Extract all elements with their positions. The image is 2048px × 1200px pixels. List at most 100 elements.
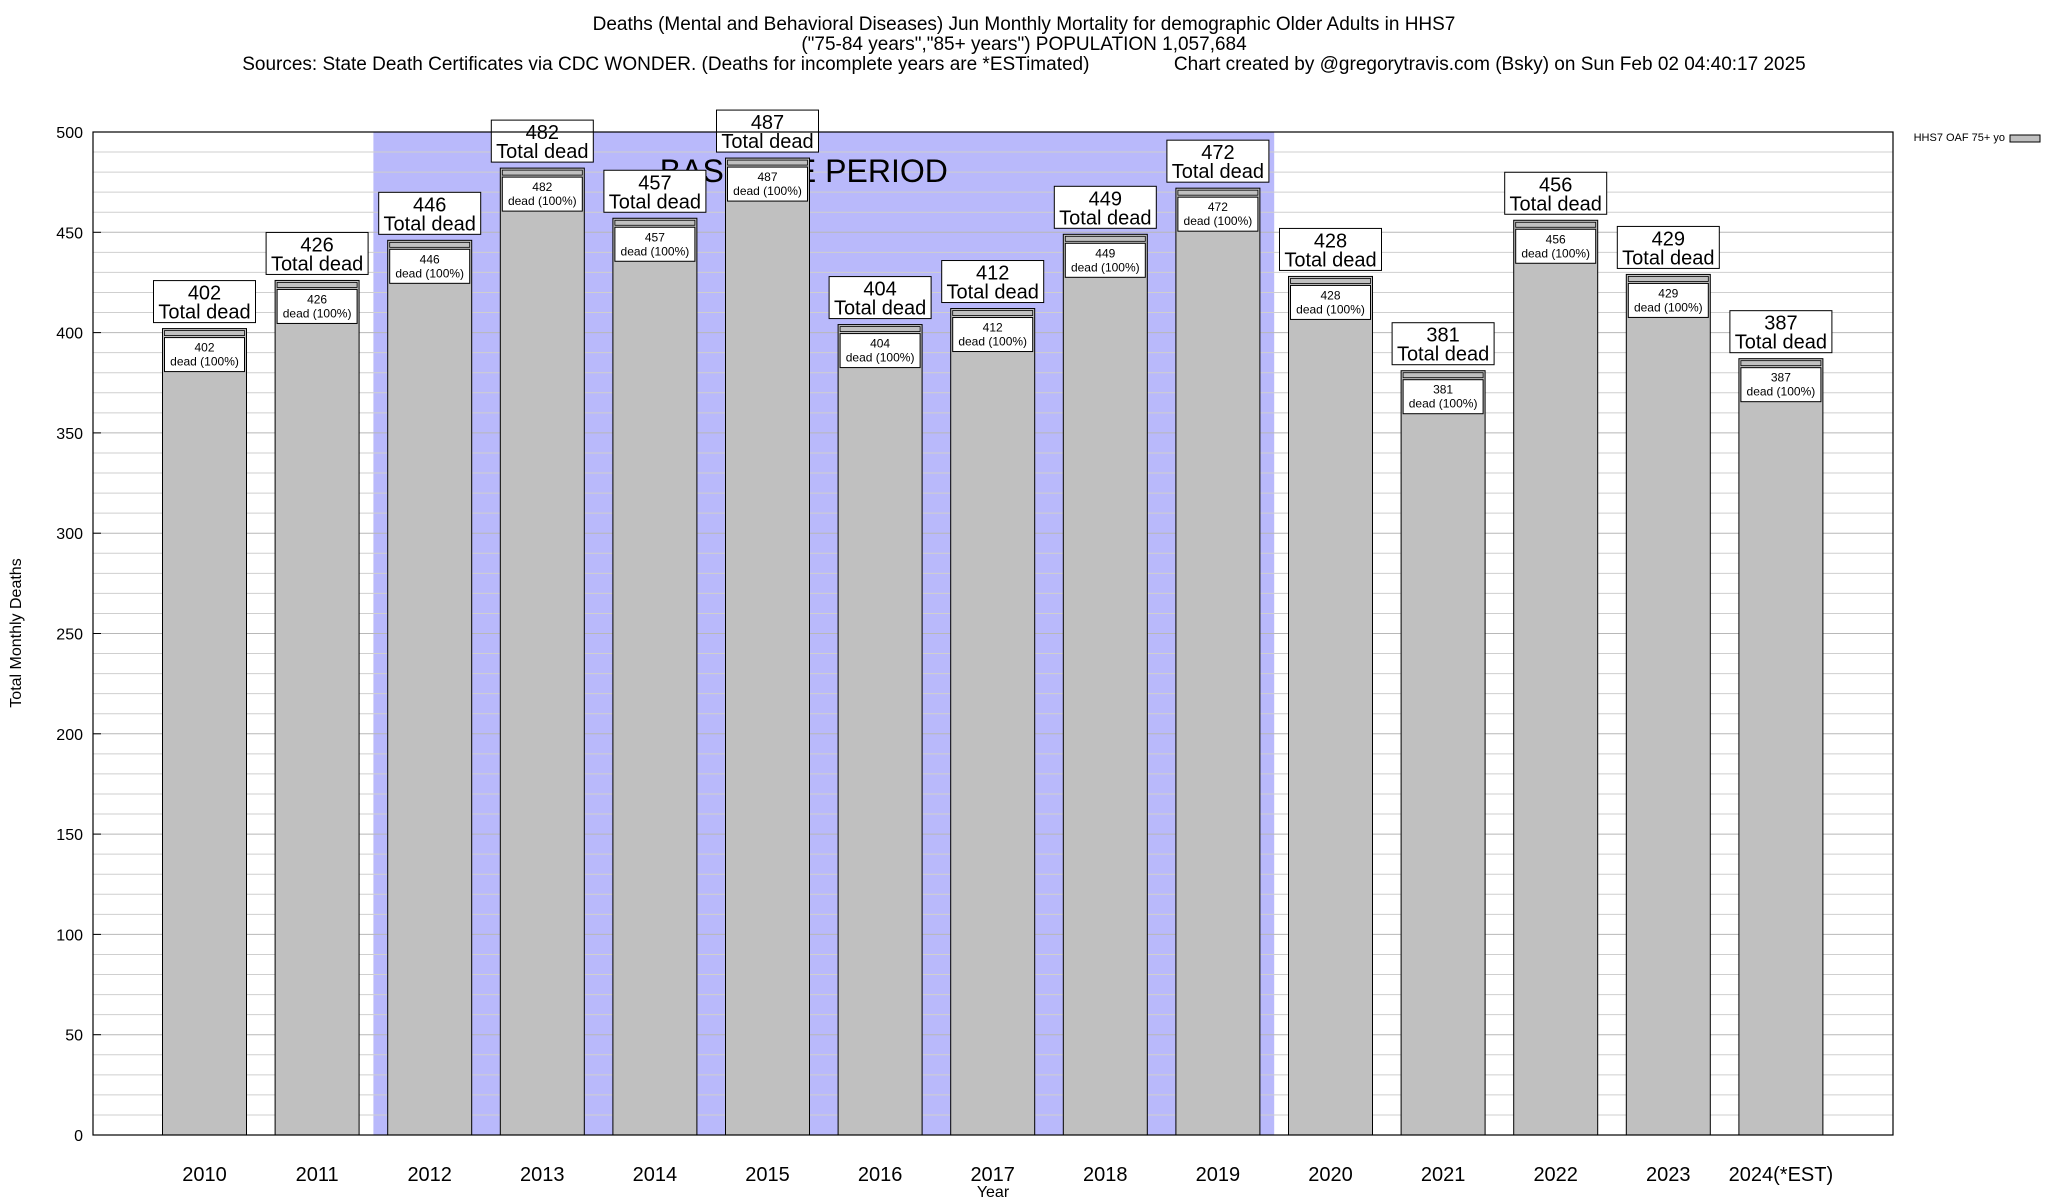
total-label-box xyxy=(1729,310,1833,354)
segment-label-box xyxy=(1740,367,1822,403)
credit-note: Chart created by @gregorytravis.com (Bsk… xyxy=(1173,54,1806,75)
y-tick-label: 400 xyxy=(56,326,83,343)
bar-2013 xyxy=(499,167,585,1136)
legend-swatch xyxy=(2009,134,2041,143)
total-label-box xyxy=(716,109,819,153)
total-dead-label: Total dead xyxy=(834,298,926,320)
y-tick-label: 100 xyxy=(56,927,83,944)
y-tick-label: 250 xyxy=(56,627,83,644)
total-dead-label: Total dead xyxy=(1510,193,1602,215)
segment-label-box xyxy=(839,333,921,369)
segment-percent-label: dead (100%) xyxy=(1184,214,1253,228)
x-tick-label: 2020 xyxy=(1308,1164,1353,1186)
x-tick-label: 2021 xyxy=(1421,1164,1466,1186)
segment-percent-label: dead (100%) xyxy=(170,355,239,369)
segment-percent-label: dead (100%) xyxy=(283,306,352,320)
segment-label-box xyxy=(1515,228,1597,264)
x-tick-label: 2017 xyxy=(970,1164,1015,1186)
bar-cap-2017 xyxy=(952,310,1034,316)
segment-label-box xyxy=(727,166,808,202)
total-label-box xyxy=(378,191,482,235)
total-label-box xyxy=(1279,227,1382,271)
x-axis-label: Year xyxy=(977,1184,1010,1200)
total-value-label: 381 xyxy=(1426,325,1459,347)
total-value-label: 482 xyxy=(526,122,559,144)
x-tick-label: 2014 xyxy=(633,1164,678,1186)
x-tick-label: 2019 xyxy=(1196,1164,1241,1186)
segment-percent-label: dead (100%) xyxy=(1071,260,1140,274)
total-label-box xyxy=(603,169,707,213)
bar-2015 xyxy=(725,157,810,1136)
segment-percent-label: dead (100%) xyxy=(1634,300,1703,314)
total-label-box xyxy=(1616,225,1720,269)
total-dead-label: Total dead xyxy=(384,213,476,235)
total-value-label: 426 xyxy=(300,234,333,256)
total-label-box xyxy=(1053,185,1157,229)
bar-2023 xyxy=(1625,273,1711,1136)
total-dead-label: Total dead xyxy=(1622,247,1714,269)
segment-percent-label: dead (100%) xyxy=(846,351,915,365)
total-dead-label: Total dead xyxy=(271,253,363,275)
segment-value-label: 456 xyxy=(1546,232,1566,246)
bar-cap-2018 xyxy=(1064,235,1146,242)
total-label-box xyxy=(265,231,369,275)
total-value-label: 387 xyxy=(1764,313,1797,335)
total-dead-label: Total dead xyxy=(1397,344,1489,366)
source-note: Sources: State Death Certificates via CD… xyxy=(242,54,1090,75)
bar-2021 xyxy=(1400,370,1486,1136)
segment-label-box xyxy=(389,248,471,284)
segment-value-label: 412 xyxy=(983,321,1003,335)
total-value-label: 472 xyxy=(1201,142,1234,164)
bar-cap-2011 xyxy=(276,282,358,288)
total-label-box xyxy=(1391,322,1495,366)
bar-2024(*EST) xyxy=(1738,358,1824,1136)
x-tick-label: 2022 xyxy=(1533,1164,1578,1186)
segment-percent-label: dead (100%) xyxy=(395,266,464,280)
segment-label-box xyxy=(164,337,245,373)
x-tick-label: 2024(*EST) xyxy=(1729,1164,1834,1186)
segment-value-label: 426 xyxy=(307,292,327,306)
segment-percent-label: dead (100%) xyxy=(958,335,1027,349)
bar-2018 xyxy=(1062,233,1148,1136)
total-value-label: 404 xyxy=(863,279,896,301)
total-dead-label: Total dead xyxy=(158,302,250,324)
total-value-label: 456 xyxy=(1539,174,1572,196)
y-tick-label: 300 xyxy=(56,526,83,543)
bar-cap-2012 xyxy=(389,241,471,248)
total-value-label: 428 xyxy=(1314,230,1347,252)
bar-2017 xyxy=(950,308,1036,1136)
chart-title: Deaths (Mental and Behavioral Diseases) … xyxy=(592,14,1456,35)
total-value-label: 429 xyxy=(1652,228,1685,250)
total-value-label: 446 xyxy=(413,194,446,216)
segment-percent-label: dead (100%) xyxy=(1747,385,1816,399)
x-tick-label: 2015 xyxy=(745,1164,790,1186)
segment-label-box xyxy=(1064,242,1146,278)
total-dead-label: Total dead xyxy=(1172,161,1264,183)
total-value-label: 449 xyxy=(1089,188,1122,210)
x-tick-label: 2018 xyxy=(1083,1164,1128,1186)
segment-value-label: 402 xyxy=(194,341,214,355)
x-tick-label: 2010 xyxy=(182,1164,227,1186)
bar-2010 xyxy=(162,328,247,1136)
segment-value-label: 482 xyxy=(532,180,552,194)
segment-value-label: 428 xyxy=(1320,288,1340,302)
bar-cap-2022 xyxy=(1515,221,1597,228)
segment-value-label: 449 xyxy=(1095,246,1115,260)
total-label-box xyxy=(1504,171,1608,215)
segment-label-box xyxy=(1177,196,1259,232)
total-dead-label: Total dead xyxy=(609,191,701,213)
bar-cap-2010 xyxy=(164,330,245,336)
segment-percent-label: dead (100%) xyxy=(1409,397,1478,411)
bar-cap-2020 xyxy=(1290,278,1371,284)
bar-cap-2014 xyxy=(614,219,696,226)
bar-cap-2021 xyxy=(1402,372,1484,379)
bar-2014 xyxy=(612,217,698,1136)
bar-2022 xyxy=(1513,219,1599,1136)
chart-source-line: Sources: State Death Certificates via CD… xyxy=(0,54,2048,76)
total-dead-label: Total dead xyxy=(1059,207,1151,229)
segment-percent-label: dead (100%) xyxy=(1296,302,1365,316)
y-axis-label: Total Monthly Deaths xyxy=(8,558,25,707)
bar-2011 xyxy=(274,279,360,1136)
x-tick-label: 2012 xyxy=(407,1164,452,1186)
total-dead-label: Total dead xyxy=(947,282,1039,304)
